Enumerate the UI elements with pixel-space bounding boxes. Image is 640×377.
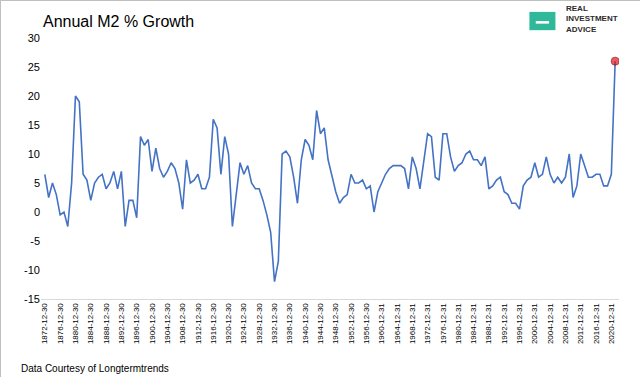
svg-text:1872-12-30: 1872-12-30: [40, 303, 49, 344]
svg-text:1908-12-30: 1908-12-30: [178, 303, 187, 344]
svg-text:15: 15: [28, 119, 40, 131]
svg-text:1884-12-30: 1884-12-30: [86, 303, 95, 344]
svg-text:-15: -15: [24, 293, 40, 305]
svg-text:0: 0: [34, 206, 40, 218]
svg-text:Annual M2 % Growth: Annual M2 % Growth: [43, 13, 194, 30]
svg-text:25: 25: [28, 61, 40, 73]
svg-text:1928-12-30: 1928-12-30: [255, 303, 264, 344]
svg-text:1896-12-30: 1896-12-30: [132, 303, 141, 344]
svg-text:1912-12-30: 1912-12-30: [194, 303, 203, 344]
svg-text:1900-12-30: 1900-12-30: [148, 303, 157, 344]
svg-text:1892-12-30: 1892-12-30: [117, 303, 126, 344]
svg-text:Data Courtesy of Longtermtrend: Data Courtesy of Longtermtrends: [21, 363, 169, 374]
svg-text:1980-12-31: 1980-12-31: [454, 303, 463, 344]
svg-text:1876-12-30: 1876-12-30: [56, 303, 65, 344]
svg-text:1932-12-30: 1932-12-30: [270, 303, 279, 344]
svg-text:1948-12-30: 1948-12-30: [331, 303, 340, 344]
svg-text:2012-12-31: 2012-12-31: [576, 303, 585, 344]
svg-text:1880-12-30: 1880-12-30: [71, 303, 80, 344]
svg-text:-5: -5: [30, 235, 40, 247]
svg-text:-10: -10: [24, 264, 40, 276]
svg-text:2008-12-31: 2008-12-31: [561, 303, 570, 344]
svg-text:1976-12-31: 1976-12-31: [439, 303, 448, 344]
svg-text:1940-12-30: 1940-12-30: [301, 303, 310, 344]
svg-text:2016-12-31: 2016-12-31: [592, 303, 601, 344]
svg-text:1988-12-31: 1988-12-31: [484, 303, 493, 344]
svg-text:1972-12-31: 1972-12-31: [423, 303, 432, 344]
svg-text:1968-12-31: 1968-12-31: [408, 303, 417, 344]
svg-text:2004-12-31: 2004-12-31: [546, 303, 555, 344]
svg-text:2000-12-31: 2000-12-31: [530, 303, 539, 344]
svg-text:REALINVESTMENTADVICE: REALINVESTMENTADVICE: [566, 4, 618, 34]
svg-text:1956-12-30: 1956-12-30: [362, 303, 371, 344]
svg-text:1888-12-30: 1888-12-30: [102, 303, 111, 344]
svg-text:10: 10: [28, 148, 40, 160]
svg-text:1992-12-31: 1992-12-31: [500, 303, 509, 344]
svg-text:20: 20: [28, 90, 40, 102]
svg-text:30: 30: [28, 32, 40, 44]
svg-text:1960-12-31: 1960-12-31: [377, 303, 386, 344]
svg-text:1952-12-30: 1952-12-30: [347, 303, 356, 344]
svg-text:2020-12-31: 2020-12-31: [607, 303, 616, 344]
svg-text:5: 5: [34, 177, 40, 189]
svg-text:1936-12-30: 1936-12-30: [285, 303, 294, 344]
svg-text:1920-12-30: 1920-12-30: [224, 303, 233, 344]
svg-text:1996-12-31: 1996-12-31: [515, 303, 524, 344]
svg-text:1944-12-30: 1944-12-30: [316, 303, 325, 344]
svg-text:1904-12-30: 1904-12-30: [163, 303, 172, 344]
svg-text:1924-12-30: 1924-12-30: [239, 303, 248, 344]
svg-text:1916-12-30: 1916-12-30: [209, 303, 218, 344]
svg-text:1964-12-31: 1964-12-31: [393, 303, 402, 344]
svg-text:1984-12-31: 1984-12-31: [469, 303, 478, 344]
